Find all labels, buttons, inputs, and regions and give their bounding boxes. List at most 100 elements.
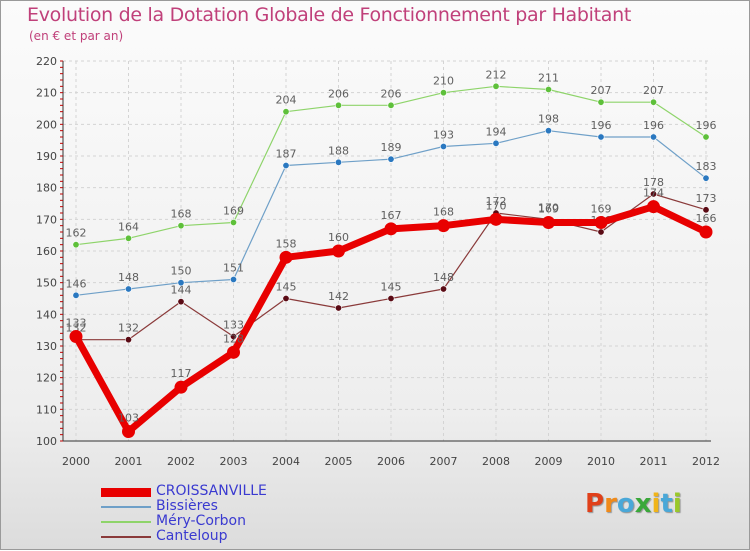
data-point	[125, 285, 133, 293]
data-label: 133	[66, 317, 87, 330]
data-point	[334, 158, 342, 166]
y-tick-label: 190	[36, 150, 57, 163]
data-label: 194	[486, 125, 507, 138]
data-point	[334, 101, 342, 109]
data-point	[439, 89, 447, 97]
data-label: 133	[223, 319, 244, 332]
data-label: 170	[538, 201, 559, 214]
data-point	[542, 216, 555, 229]
data-label: 146	[66, 277, 87, 290]
data-label: 148	[433, 271, 454, 284]
data-label: 103	[118, 412, 139, 425]
data-label: 173	[696, 192, 717, 205]
data-label: 207	[643, 84, 664, 97]
logo-letter: o	[616, 489, 635, 519]
data-point	[544, 86, 552, 94]
data-point	[230, 332, 238, 340]
legend-label: Canteloup	[156, 528, 228, 544]
data-point	[437, 219, 450, 233]
data-label: 128	[223, 332, 244, 345]
data-label: 158	[276, 237, 297, 250]
data-point	[72, 241, 80, 249]
data-label: 151	[223, 262, 244, 275]
data-label: 164	[118, 220, 139, 233]
data-label: 170	[486, 199, 507, 212]
legend-swatch	[101, 536, 151, 538]
data-label: 145	[276, 281, 297, 294]
data-point	[597, 133, 605, 141]
y-tick-label: 220	[36, 55, 57, 68]
data-label: 150	[171, 265, 192, 278]
legend-swatch	[101, 521, 151, 523]
data-label: 162	[66, 227, 87, 240]
data-label: 132	[66, 322, 87, 335]
data-label: 189	[381, 141, 402, 154]
proxiti-logo: Proxiti	[585, 489, 682, 519]
legend-swatch	[101, 487, 151, 497]
x-tick-label: 2005	[325, 455, 353, 468]
data-label: 212	[486, 68, 507, 81]
data-label: 166	[696, 212, 717, 225]
data-point	[702, 133, 710, 141]
x-tick-label: 2008	[482, 455, 510, 468]
data-label: 172	[486, 195, 507, 208]
data-point	[177, 298, 185, 306]
data-point	[649, 133, 657, 141]
data-point	[69, 330, 83, 343]
data-point	[384, 222, 398, 236]
data-label: 168	[171, 208, 192, 221]
y-tick-label: 210	[36, 87, 57, 100]
data-point	[489, 212, 503, 226]
y-tick-label: 110	[36, 403, 57, 416]
data-point	[597, 228, 605, 236]
y-tick-label: 120	[36, 372, 57, 385]
data-point	[125, 336, 133, 344]
y-tick-label: 100	[36, 435, 57, 448]
data-point	[649, 98, 657, 106]
y-tick-label: 150	[36, 277, 57, 290]
x-tick-label: 2007	[430, 455, 458, 468]
data-label: 196	[696, 119, 717, 132]
y-tick-label: 160	[36, 245, 57, 258]
data-label: 178	[643, 176, 664, 189]
data-label: 132	[118, 322, 139, 335]
data-label: 207	[591, 84, 612, 97]
data-label: 169	[538, 203, 559, 216]
data-point	[387, 155, 395, 163]
data-point	[334, 304, 342, 312]
data-point	[702, 174, 710, 182]
data-point	[544, 127, 552, 135]
data-label: 204	[276, 94, 297, 107]
data-label: 148	[118, 271, 139, 284]
data-point	[177, 222, 185, 230]
data-label: 160	[328, 231, 349, 244]
x-tick-label: 2011	[640, 455, 668, 468]
logo-letter: i	[651, 489, 661, 519]
data-point	[282, 162, 290, 170]
data-point	[227, 345, 240, 359]
data-label: 169	[591, 203, 612, 216]
data-label: 169	[223, 205, 244, 218]
data-label: 145	[381, 281, 402, 294]
data-point	[72, 291, 80, 299]
data-point	[387, 294, 395, 302]
data-label: 210	[433, 75, 454, 88]
data-point	[439, 285, 447, 293]
data-point	[125, 234, 133, 242]
data-point	[230, 275, 238, 283]
chart-subtitle: (en € et par an)	[29, 29, 124, 43]
legend-label: Bissières	[156, 498, 218, 514]
x-tick-label: 2012	[692, 455, 720, 468]
data-label: 144	[171, 284, 192, 297]
x-tick-label: 2010	[587, 455, 615, 468]
data-point	[174, 380, 188, 394]
chart-title: Evolution de la Dotation Globale de Fonc…	[27, 4, 632, 26]
x-tick-label: 2002	[167, 455, 195, 468]
logo-letter: i	[672, 489, 682, 519]
y-tick-label: 200	[36, 118, 57, 131]
logo-letter: x	[634, 489, 652, 519]
data-point	[699, 225, 713, 239]
data-label: 183	[696, 160, 717, 173]
